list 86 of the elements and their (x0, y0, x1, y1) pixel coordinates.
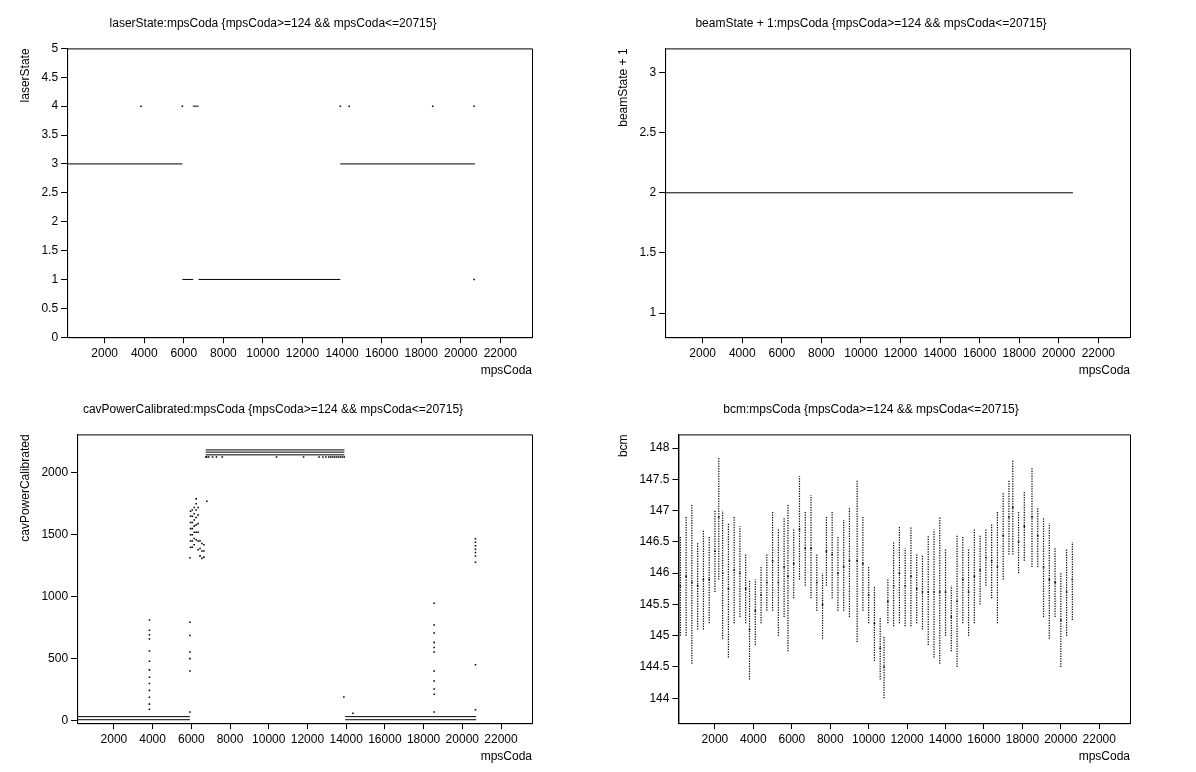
x-tick-label: 8000 (210, 345, 238, 360)
y-tick-label: 3 (51, 156, 59, 171)
x-tick-label: 4000 (139, 731, 167, 746)
x-tick-label: 2000 (701, 731, 729, 746)
x-tick-label: 10000 (246, 345, 280, 360)
x-tick-label: 12000 (285, 345, 320, 360)
x-tick-label: 12000 (890, 731, 925, 746)
y-tick-label: 144 (649, 690, 670, 705)
x-tick-label: 4000 (130, 345, 158, 360)
x-tick-label: 4000 (728, 345, 756, 360)
x-tick-label: 10000 (252, 731, 286, 746)
x-tick-label: 16000 (962, 345, 997, 360)
y-tick-label: 2.5 (639, 124, 657, 139)
y-tick-label: 0.5 (41, 300, 59, 315)
x-tick-label: 20000 (445, 731, 480, 746)
x-tick-label: 16000 (364, 345, 399, 360)
x-axis-title: mpsCoda (1078, 749, 1131, 764)
y-axis-title: cavPowerCalibrated (17, 434, 32, 542)
x-tick-label: 14000 (928, 731, 963, 746)
x-tick-label: 22000 (1082, 731, 1117, 746)
x-tick-label: 12000 (290, 731, 325, 746)
x-tick-label: 4000 (740, 731, 768, 746)
chart-title: bcm:mpsCoda {mpsCoda>=124 && mpsCoda<=20715} (723, 401, 1019, 416)
x-tick-label: 16000 (967, 731, 1001, 746)
y-tick-label: 2000 (41, 465, 69, 480)
x-tick-label: 18000 (404, 345, 439, 360)
x-tick-label: 12000 (883, 345, 918, 360)
y-tick-label: 144.5 (639, 659, 670, 674)
y-tick-label: 3 (649, 64, 657, 79)
x-tick-label: 14000 (325, 345, 360, 360)
y-tick-label: 145 (649, 628, 670, 642)
x-tick-label: 10000 (844, 345, 878, 360)
x-tick-label: 18000 (1005, 731, 1040, 746)
y-tick-label: 145.5 (639, 596, 670, 611)
x-tick-label: 14000 (923, 345, 958, 360)
x-tick-label: 6000 (170, 345, 198, 360)
x-tick-label: 8000 (808, 345, 836, 360)
y-tick-label: 2 (51, 213, 59, 228)
x-tick-label: 2000 (689, 345, 717, 360)
x-tick-label: 22000 (483, 345, 518, 360)
x-tick-label: 20000 (1044, 731, 1078, 746)
y-tick-label: 1500 (41, 527, 69, 542)
y-axis-title: laserState (17, 48, 32, 103)
x-axis-title: mpsCoda (480, 363, 533, 378)
chart-title: laserState:mpsCoda {mpsCoda>=124 && mpsCoda<=20715} (109, 15, 437, 30)
x-tick-label: 10000 (851, 731, 886, 746)
x-tick-label: 20000 (1042, 345, 1076, 360)
x-tick-label: 8000 (816, 731, 844, 746)
y-tick-label: 148 (649, 440, 670, 455)
y-tick-label: 1.5 (41, 242, 59, 257)
x-tick-label: 6000 (768, 345, 796, 360)
y-tick-label: 1000 (41, 589, 69, 604)
y-axis-title: bcm (615, 434, 630, 458)
x-tick-label: 8000 (216, 731, 244, 746)
y-tick-label: 146.5 (639, 534, 670, 549)
y-tick-label: 1.5 (639, 245, 657, 260)
x-tick-label: 16000 (368, 731, 402, 746)
x-tick-label: 22000 (1081, 345, 1116, 360)
chart-title: cavPowerCalibrated:mpsCoda {mpsCoda>=124 && mpsCoda<=20715} (82, 401, 464, 416)
y-tick-label: 5 (51, 40, 59, 55)
x-tick-label: 18000 (406, 731, 441, 746)
y-tick-label: 4.5 (41, 69, 59, 84)
x-tick-label: 14000 (329, 731, 364, 746)
y-tick-label: 147.5 (639, 471, 670, 486)
y-tick-label: 147 (649, 502, 670, 517)
x-tick-label: 6000 (177, 731, 205, 746)
x-axis-title: mpsCoda (480, 749, 533, 764)
x-tick-label: 22000 (484, 731, 519, 746)
y-tick-label: 0 (51, 329, 59, 344)
y-tick-label: 2.5 (41, 185, 59, 200)
x-axis-title: mpsCoda (1078, 363, 1131, 378)
x-tick-label: 2000 (100, 731, 128, 746)
y-tick-label: 146 (649, 565, 670, 580)
y-axis-title: beamState + 1 (615, 48, 630, 127)
x-tick-label: 20000 (444, 345, 478, 360)
chart-title: beamState + 1:mpsCoda {mpsCoda>=124 && mpsCoda<=20715} (695, 15, 1047, 30)
y-tick-label: 2 (649, 185, 657, 200)
y-tick-label: 0 (61, 713, 69, 728)
y-tick-label: 1 (51, 271, 59, 286)
x-tick-label: 6000 (778, 731, 806, 746)
y-tick-label: 500 (48, 651, 69, 666)
y-tick-label: 3.5 (41, 127, 59, 142)
y-tick-label: 1 (649, 305, 657, 320)
x-tick-label: 2000 (91, 345, 119, 360)
y-tick-label: 4 (51, 98, 59, 113)
x-tick-label: 18000 (1002, 345, 1037, 360)
